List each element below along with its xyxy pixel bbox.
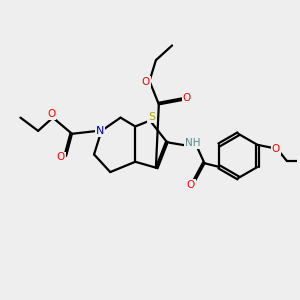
- Text: O: O: [57, 152, 65, 162]
- Text: O: O: [272, 144, 280, 154]
- Text: O: O: [142, 77, 150, 87]
- Text: O: O: [183, 94, 191, 103]
- Text: O: O: [187, 180, 195, 190]
- Text: NH: NH: [185, 138, 200, 148]
- Text: N: N: [96, 126, 104, 136]
- Text: S: S: [148, 112, 155, 122]
- Text: O: O: [47, 109, 56, 119]
